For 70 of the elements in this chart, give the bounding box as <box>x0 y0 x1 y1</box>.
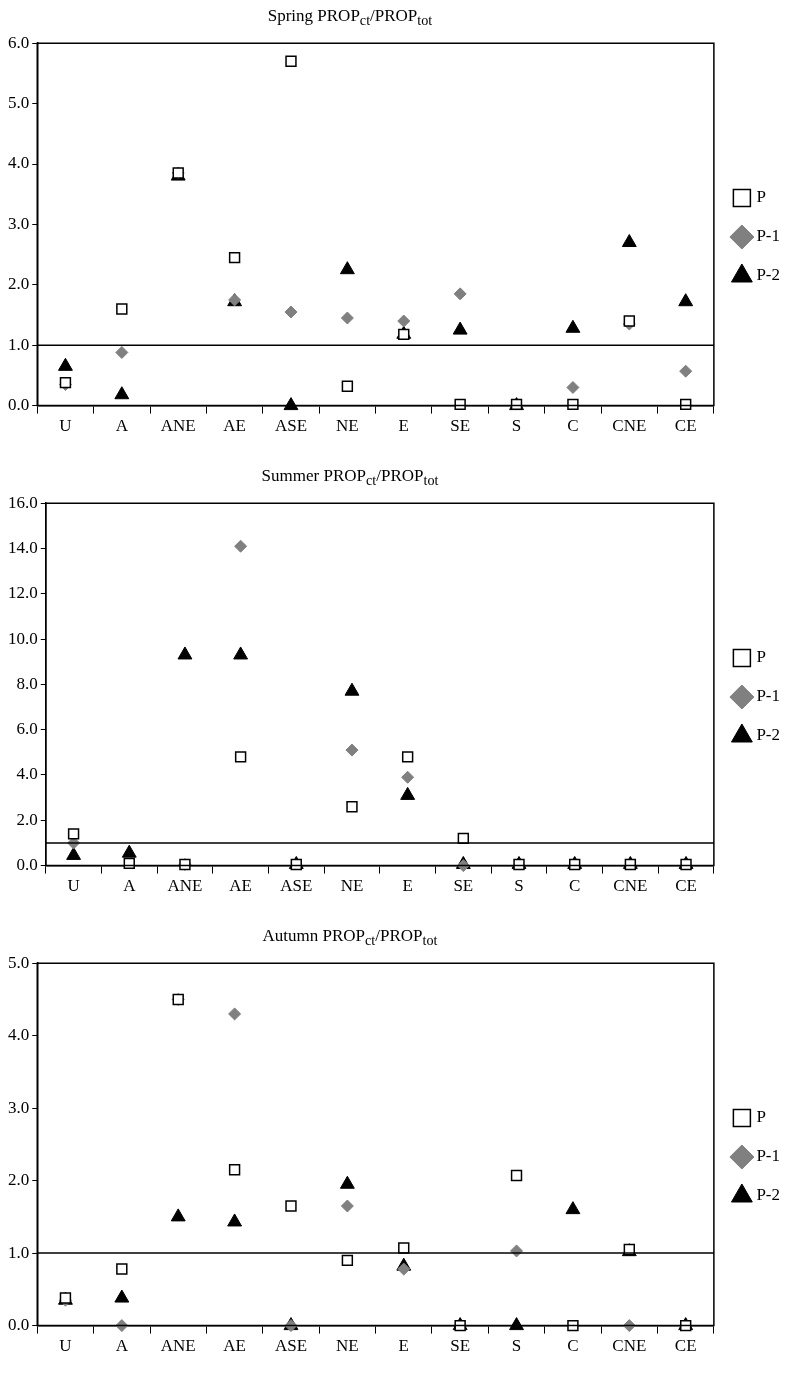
legend-label: P-2 <box>756 1185 781 1205</box>
x-tick-label: U <box>67 876 80 896</box>
y-tick-label: 4.0 <box>8 153 30 173</box>
legend-label: P <box>756 647 766 667</box>
y-tick-label: 5.0 <box>8 952 30 972</box>
x-tick-label: ASE <box>274 1336 308 1356</box>
x-tick-label: S <box>511 416 522 436</box>
y-tick-label: 8.0 <box>16 673 38 693</box>
x-tick-label: E <box>398 416 409 436</box>
x-tick-label: SE <box>450 1336 471 1356</box>
x-tick-label: AE <box>229 876 252 896</box>
legend-label: P <box>756 1107 766 1127</box>
x-tick-label: CE <box>675 876 697 896</box>
x-tick-label: AE <box>223 1336 246 1356</box>
x-tick-label: ASE <box>280 876 313 896</box>
x-tick-label: E <box>402 876 413 896</box>
y-tick-label: 16.0 <box>8 492 38 512</box>
y-tick-label: 4.0 <box>8 1025 30 1045</box>
y-tick-label: 3.0 <box>8 213 30 233</box>
x-tick-label: SE <box>450 416 471 436</box>
x-tick-label: E <box>398 1336 409 1356</box>
y-tick-label: 1.0 <box>8 334 30 354</box>
y-tick-label: 0.0 <box>8 395 30 415</box>
legend-label: P-1 <box>756 686 781 706</box>
x-tick-label: CE <box>674 416 697 436</box>
x-tick-label: A <box>115 416 129 436</box>
x-tick-label: C <box>569 876 581 896</box>
y-tick-label: 12.0 <box>8 583 38 603</box>
x-tick-label: U <box>59 416 72 436</box>
legend-label: P <box>756 187 766 207</box>
x-tick-label: U <box>59 1336 72 1356</box>
legend-label: P-2 <box>756 725 781 745</box>
x-tick-label: C <box>567 1336 579 1356</box>
y-tick-label: 2.0 <box>8 274 30 294</box>
x-tick-label: NE <box>336 1336 359 1356</box>
chart-title: Spring PROP$_{ct}$/PROP$_{tot}$ <box>266 6 434 30</box>
x-tick-label: CE <box>674 1336 697 1356</box>
x-tick-label: ANE <box>167 876 203 896</box>
x-tick-label: S <box>511 1336 522 1356</box>
x-tick-label: AE <box>223 416 246 436</box>
y-tick-label: 14.0 <box>8 537 38 557</box>
y-tick-label: 2.0 <box>8 1170 30 1190</box>
x-tick-label: NE <box>340 876 364 896</box>
y-tick-label: 4.0 <box>16 764 38 784</box>
x-tick-label: CNE <box>612 416 647 436</box>
x-tick-label: CNE <box>613 876 648 896</box>
x-tick-label: S <box>514 876 524 896</box>
x-tick-label: C <box>567 416 579 436</box>
x-tick-label: CNE <box>612 1336 647 1356</box>
x-tick-label: NE <box>336 416 359 436</box>
x-tick-label: SE <box>453 876 474 896</box>
y-tick-label: 5.0 <box>8 93 30 113</box>
y-tick-label: 2.0 <box>16 809 38 829</box>
y-tick-label: 1.0 <box>8 1242 30 1262</box>
y-tick-label: 0.0 <box>16 855 38 875</box>
y-tick-label: 3.0 <box>8 1097 30 1117</box>
x-tick-label: ANE <box>160 416 196 436</box>
chart-title: Autumn PROP$_{ct}$/PROP$_{tot}$ <box>261 926 439 950</box>
chart-title: Summer PROP$_{ct}$/PROP$_{tot}$ <box>260 466 440 490</box>
legend-label: P-2 <box>756 265 781 285</box>
x-tick-label: A <box>115 1336 129 1356</box>
legend-label: P-1 <box>756 1146 781 1166</box>
y-tick-label: 6.0 <box>16 719 38 739</box>
y-tick-label: 6.0 <box>8 32 30 52</box>
legend-label: P-1 <box>756 226 781 246</box>
y-tick-label: 10.0 <box>8 628 38 648</box>
x-tick-label: ASE <box>274 416 308 436</box>
x-tick-label: A <box>123 876 137 896</box>
y-tick-label: 0.0 <box>8 1315 30 1335</box>
x-tick-label: ANE <box>160 1336 196 1356</box>
